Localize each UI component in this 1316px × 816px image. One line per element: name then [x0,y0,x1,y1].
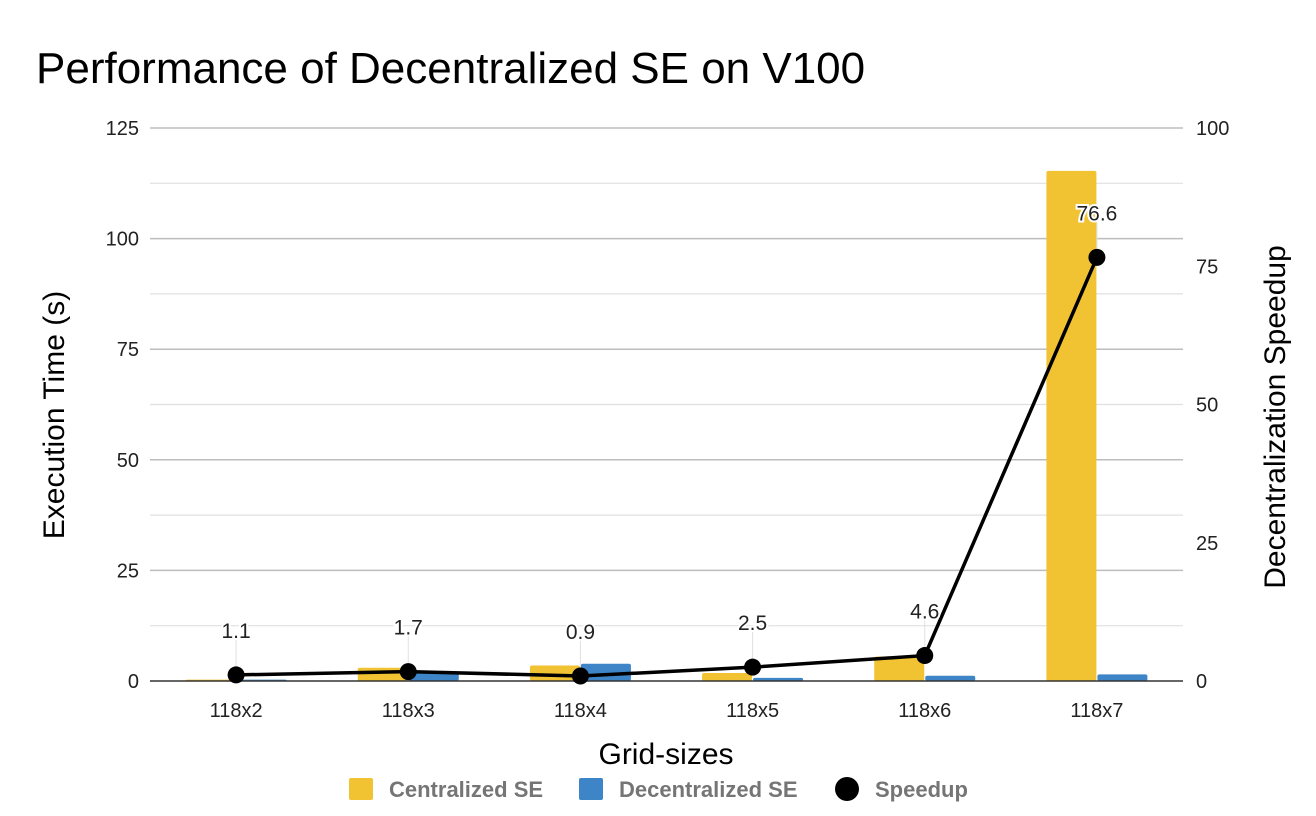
chart-title: Performance of Decentralized SE on V100 [36,44,865,93]
y2-tick-label: 75 [1196,256,1218,278]
y2-tick-label: 50 [1196,395,1218,417]
speedup-data-label: 1.1 [221,620,250,643]
y-tick-label: 0 [128,671,139,693]
x-tick-label: 118x4 [554,700,607,722]
speedup-line-series: 1.1 1.7 0.9 2.5 4.6 76.6 [219,200,1119,685]
decentralized-bar-118x5 [753,677,804,681]
y2-tick-label: 25 [1196,533,1218,555]
centralized-bar-118x7 [1046,170,1097,682]
x-axis-ticks: 118x2 118x3 118x4 118x5 118x6 118x7 [210,700,1124,722]
speedup-data-label: 4.6 [910,601,939,624]
speedup-data-label: 76.6 [1076,202,1117,225]
y-tick-label: 75 [117,339,139,361]
centralized-bar-118x5 [702,673,753,681]
speedup-line [236,256,1099,678]
legend-swatch-speedup [835,777,859,801]
speedup-point-118x2 [227,666,245,684]
centralized-bar-118x6 [874,656,925,681]
legend-label: Centralized SE [389,777,543,802]
x-tick-label: 118x5 [726,700,779,722]
legend-swatch-decentralized-se [579,778,603,800]
speedup-point-118x4 [571,667,589,685]
y-tick-label: 25 [117,560,139,582]
speedup-point-118x7 [1088,248,1106,266]
x-tick-label: 118x2 [210,700,263,722]
y-tick-label: 50 [117,450,139,472]
speedup-point-118x6 [916,647,934,665]
left-axis-ticks: 0 25 50 75 100 125 [106,118,139,693]
decentralized-bar-118x3 [408,673,459,681]
y2-tick-label: 100 [1196,118,1229,140]
speedup-data-label: 0.9 [566,621,595,644]
y-tick-label: 100 [106,229,139,251]
x-tick-label: 118x7 [1070,700,1123,722]
bars [185,170,1148,682]
legend-label: Speedup [875,777,968,802]
right-axis-ticks: 0 25 50 75 100 [1196,118,1229,693]
y2-axis-label: Decentralization Speedup [1259,245,1292,589]
y-tick-label: 125 [106,118,139,140]
gridlines [150,127,1183,627]
x-tick-label: 118x3 [382,700,435,722]
speedup-data-label: 2.5 [738,612,767,635]
legend: Centralized SE Decentralized SE Speedup [349,777,968,802]
decentralized-bar-118x6 [925,675,976,681]
x-tick-label: 118x6 [898,700,951,722]
y-axis-label: Execution Time (s) [38,291,71,539]
speedup-data-label: 1.7 [394,617,423,640]
decentralized-bar-118x7 [1097,674,1148,681]
speedup-point-118x5 [744,658,762,676]
x-axis-label: Grid-sizes [598,738,733,771]
speedup-point-118x3 [399,663,417,681]
y2-tick-label: 0 [1196,671,1207,693]
legend-swatch-centralized-se [349,778,373,800]
legend-label: Decentralized SE [619,777,798,802]
